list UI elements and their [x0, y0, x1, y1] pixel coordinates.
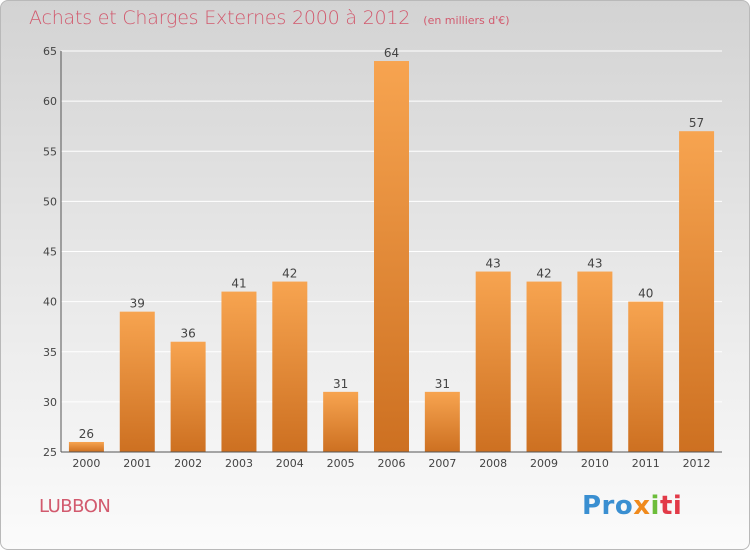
x-tick-label: 2006 — [378, 457, 406, 470]
x-tick-label: 2010 — [581, 457, 609, 470]
y-tick-label: 35 — [43, 346, 57, 359]
chart-unit-note: (en milliers d'€) — [423, 14, 510, 27]
x-tick-label: 2001 — [123, 457, 151, 470]
data-label: 40 — [638, 287, 653, 301]
logo-part-3: i — [650, 491, 660, 521]
chart-title-text: Achats et Charges Externes 2000 à 2012 — [29, 7, 411, 29]
bar-2003 — [221, 291, 257, 452]
bar-2012 — [679, 131, 715, 452]
bars-group — [68, 61, 715, 453]
bar-2002 — [170, 341, 206, 452]
bar-2010 — [577, 271, 613, 452]
y-tick-label: 65 — [43, 45, 57, 58]
data-label: 43 — [486, 257, 501, 271]
bar-2005 — [323, 391, 359, 452]
y-tick-label: 30 — [43, 396, 57, 409]
x-tick-label: 2011 — [632, 457, 660, 470]
data-label: 26 — [79, 427, 94, 441]
data-label: 41 — [231, 277, 246, 291]
bar-2007 — [424, 391, 460, 452]
y-tick-label: 25 — [43, 446, 57, 459]
logo-part-4: ti — [659, 491, 683, 521]
data-label: 43 — [587, 257, 602, 271]
data-label: 42 — [282, 267, 297, 281]
data-label: 64 — [384, 46, 399, 60]
data-label: 31 — [435, 377, 450, 391]
y-tick-label: 40 — [43, 296, 57, 309]
data-label: 42 — [536, 267, 551, 281]
logo-part-1: Pro — [582, 491, 634, 521]
bar-2008 — [475, 271, 511, 452]
y-tick-label: 55 — [43, 145, 57, 158]
x-tick-label: 2007 — [428, 457, 456, 470]
bar-2011 — [628, 301, 664, 452]
data-label: 39 — [130, 297, 145, 311]
logo-part-2: x — [633, 491, 651, 521]
bar-2004 — [272, 281, 308, 452]
x-tick-label: 2008 — [479, 457, 507, 470]
x-tick-label: 2003 — [225, 457, 253, 470]
x-tick-label: 2012 — [683, 457, 711, 470]
bar-2009 — [526, 281, 562, 452]
proxiti-logo: Proxiti — [582, 491, 682, 521]
y-tick-label: 60 — [43, 95, 57, 108]
y-tick-label: 45 — [43, 246, 57, 259]
data-label: 31 — [333, 377, 348, 391]
x-tick-label: 2002 — [174, 457, 202, 470]
data-label: 57 — [689, 116, 704, 130]
bar-2001 — [119, 311, 155, 452]
x-tick-label: 2009 — [530, 457, 558, 470]
x-tick-label: 2004 — [276, 457, 304, 470]
axes — [60, 51, 722, 453]
bar-2006 — [374, 61, 409, 453]
labels-group: 25 30 35 40 45 50 55 60 65 26 2000 39 2001 36 2002 41 20… — [43, 45, 711, 470]
x-tick-label: 2000 — [72, 457, 100, 470]
commune-name: LUBBON — [39, 496, 111, 517]
y-tick-label: 50 — [43, 195, 57, 208]
bar-2000 — [68, 441, 104, 452]
x-tick-label: 2005 — [327, 457, 355, 470]
data-label: 36 — [180, 327, 195, 341]
chart-title: Achats et Charges Externes 2000 à 2012 (… — [29, 7, 510, 29]
